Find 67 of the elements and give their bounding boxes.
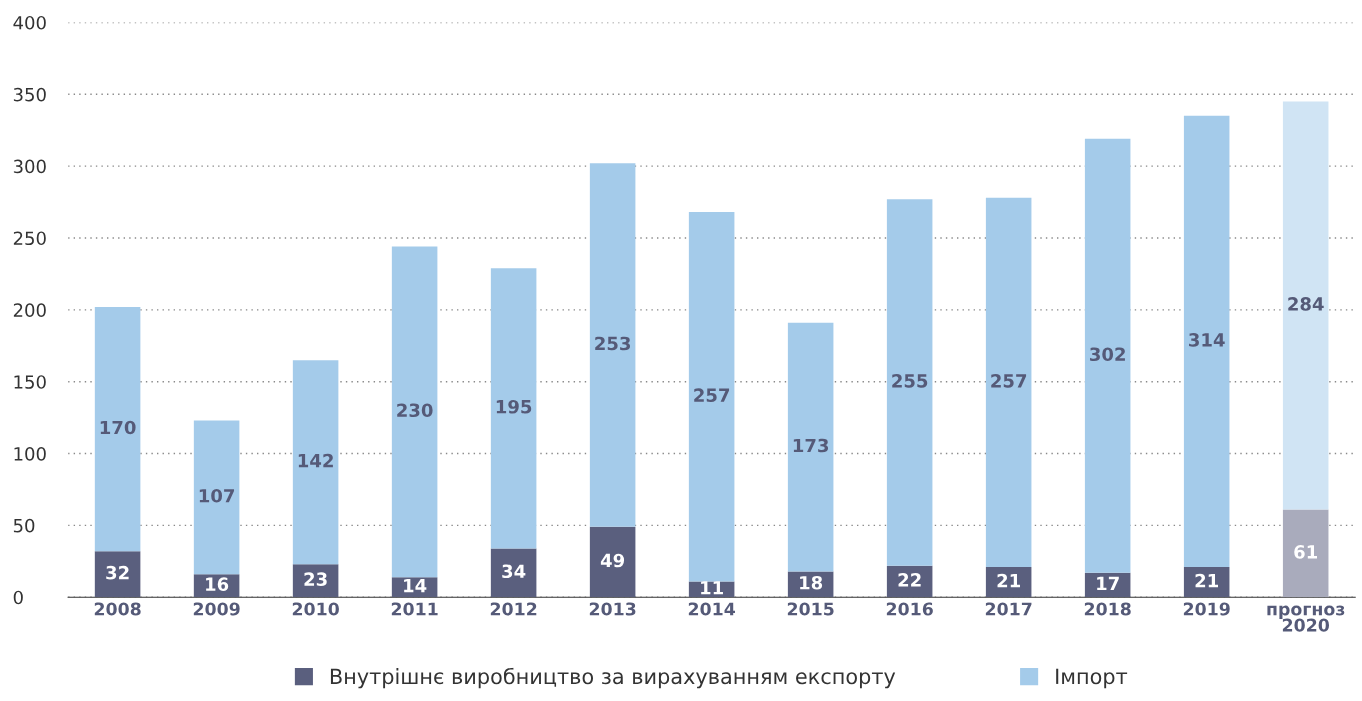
x-tick-label: 2018: [1084, 602, 1131, 616]
data-label: 314: [1189, 333, 1225, 347]
x-tick-label: 2013: [589, 602, 636, 616]
legend-label: Внутрішнє виробництво за вирахуванням експорту: [330, 667, 896, 689]
y-tick-label: 100: [14, 447, 46, 461]
data-label: 16: [206, 577, 229, 591]
data-label: 195: [496, 399, 532, 414]
bar: [490, 268, 537, 549]
bar: [490, 548, 537, 598]
x-tick-label: 2009: [193, 602, 240, 616]
bar: [886, 199, 933, 566]
bar: [985, 197, 1032, 568]
bar: [1282, 509, 1329, 598]
data-label: 257: [991, 373, 1027, 388]
x-tick-label: 2019: [1183, 602, 1230, 616]
data-label: 21: [997, 573, 1020, 588]
bar: [589, 163, 636, 527]
data-label: 18: [800, 575, 823, 590]
data-label: 61: [1294, 545, 1318, 559]
y-tick-label: 400: [13, 15, 46, 30]
data-label: 11: [701, 581, 723, 595]
y-tick-label: 0: [13, 590, 23, 605]
data-label: 21: [1195, 573, 1218, 588]
x-tick-label: 2010: [292, 602, 339, 616]
x-tick-label: 2011: [391, 602, 438, 616]
y-tick-label: 200: [13, 303, 46, 317]
bar: [1282, 101, 1329, 510]
data-label: 107: [199, 488, 235, 503]
x-tick-label: прогноз 2020: [1267, 605, 1345, 632]
data-label: 170: [100, 420, 136, 435]
y-tick-label: 150: [14, 375, 46, 389]
data-label: 302: [1090, 347, 1125, 362]
data-label: 142: [298, 453, 333, 468]
bar: [1084, 138, 1131, 573]
data-label: 22: [898, 573, 921, 587]
data-label: 255: [892, 373, 928, 388]
data-label: 17: [1097, 576, 1119, 591]
x-tick-label: 2012: [490, 602, 537, 616]
bar: [391, 246, 438, 578]
data-label: 257: [694, 388, 730, 403]
x-tick-label: 2015: [787, 602, 834, 616]
y-tick-label: 250: [13, 231, 46, 246]
x-tick-label: 2017: [985, 602, 1032, 616]
data-label: 23: [304, 572, 327, 586]
bar: [292, 360, 339, 565]
data-label: 253: [595, 336, 631, 351]
y-tick-label: 300: [13, 159, 46, 174]
data-label: 173: [793, 438, 829, 453]
data-label: 49: [600, 553, 625, 568]
bar: [193, 420, 240, 575]
bar: [1183, 115, 1230, 568]
bar: [94, 306, 141, 552]
x-tick-label: 2014: [688, 602, 736, 616]
data-label: 14: [404, 579, 427, 593]
bar: [688, 212, 735, 582]
bar: [787, 322, 834, 572]
legend-label: Імпорт: [1056, 668, 1128, 689]
y-tick-label: 350: [13, 87, 46, 102]
x-tick-label: 2016: [886, 602, 933, 616]
bar: [94, 551, 141, 598]
y-tick-label: 50: [13, 518, 35, 533]
data-label: 32: [106, 565, 129, 580]
bar: [589, 526, 636, 598]
data-label: 230: [397, 403, 433, 418]
x-tick-label: 2008: [94, 602, 141, 616]
data-label: 34: [502, 564, 526, 579]
data-label: 284: [1288, 297, 1324, 311]
